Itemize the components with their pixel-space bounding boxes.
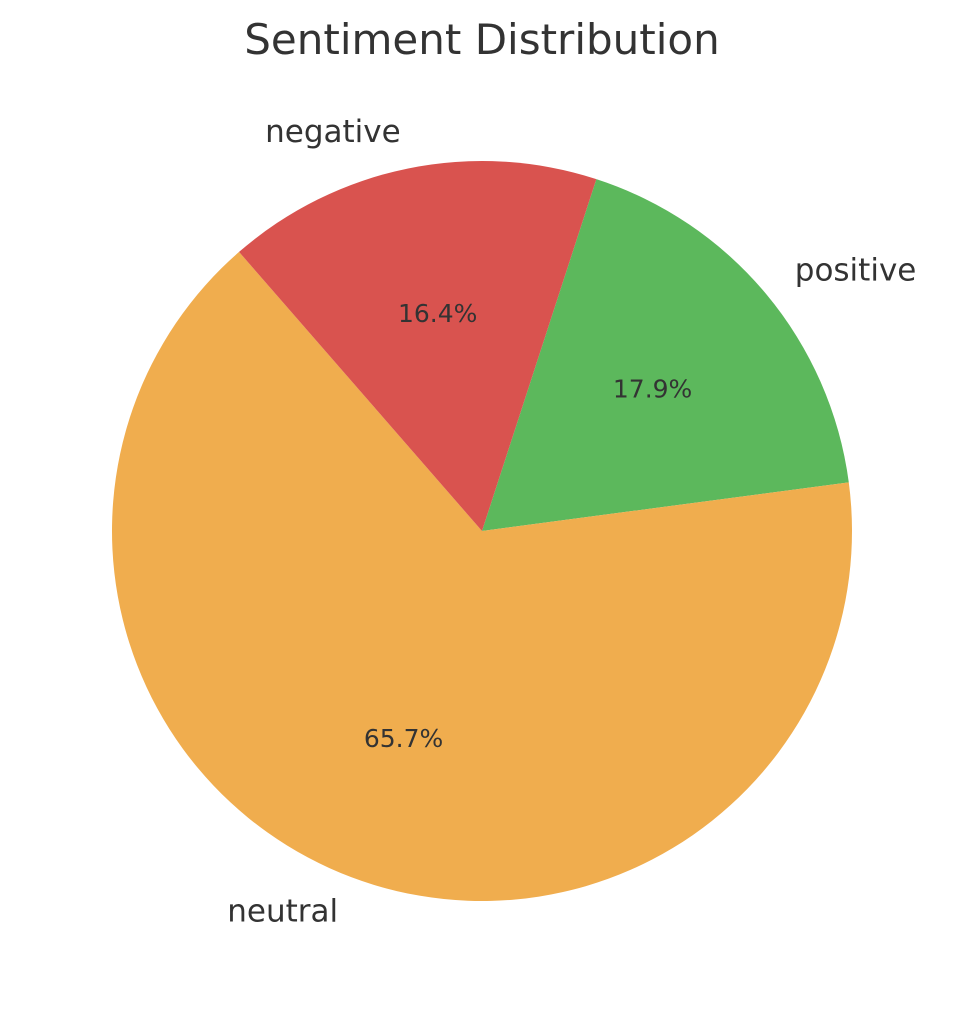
pie-slice-neutral xyxy=(111,251,852,902)
pie-slice-negative xyxy=(239,160,597,531)
slice-label-positive: positive xyxy=(795,253,917,289)
pie-slices xyxy=(111,160,852,902)
slice-percent-negative: 16.4% xyxy=(398,299,477,328)
slice-label-neutral: neutral xyxy=(227,894,338,930)
slice-label-negative: negative xyxy=(265,114,401,150)
pie-labels: positive 17.9% neutral 65.7% negative 16.4% xyxy=(227,114,916,930)
chart-title: Sentiment Distribution xyxy=(244,15,719,64)
slice-percent-neutral: 65.7% xyxy=(364,724,443,753)
slice-percent-positive: 17.9% xyxy=(613,374,692,403)
pie-slice-positive xyxy=(482,179,849,532)
